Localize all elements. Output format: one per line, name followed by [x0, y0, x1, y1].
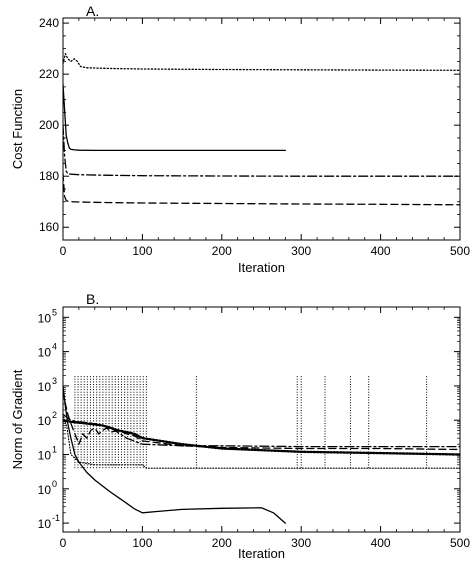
x-tick-label: 400 — [371, 244, 391, 258]
series-line-dashdot — [63, 124, 460, 177]
y-tick-label: 10 — [38, 414, 52, 428]
y-tick-label: 10 — [38, 346, 52, 360]
series-line-dashed — [63, 390, 460, 451]
y-axis-label: Norm of Gradient — [10, 369, 25, 469]
x-tick-label: 100 — [132, 536, 152, 550]
y-tick-exponent: -1 — [52, 513, 60, 523]
y-tick-label: 240 — [39, 16, 59, 30]
x-tick-label: 300 — [291, 536, 311, 550]
series-line-dashed — [63, 173, 460, 206]
x-tick-label: 0 — [60, 536, 67, 550]
series-line-bold-dotted — [63, 419, 460, 456]
x-tick-label: 400 — [371, 536, 391, 550]
x-tick-label: 500 — [450, 244, 470, 258]
y-tick-label: 10 — [38, 311, 52, 325]
series-line-dotted — [63, 53, 460, 71]
panel-title: B. — [86, 291, 99, 307]
y-tick-label: 220 — [39, 67, 59, 81]
x-tick-label: 300 — [291, 244, 311, 258]
x-tick-label: 100 — [132, 244, 152, 258]
series-line-solid — [63, 385, 286, 524]
y-tick-label: 10 — [38, 483, 52, 497]
panel-a-cost-function-chart: 0 100 200 300 400 500 160 180 200 220 240 A. Iterati… — [10, 3, 470, 275]
plot-frame — [62, 306, 461, 533]
series-line-dotted-spiky — [63, 413, 460, 469]
y-tick-label: 200 — [39, 118, 59, 132]
x-tick-label: 200 — [212, 244, 232, 258]
y-tick-label: 180 — [39, 169, 59, 183]
y-tick-exponent: 0 — [52, 479, 57, 489]
x-axis-label: Iteration — [238, 260, 285, 275]
y-tick-exponent: 1 — [52, 445, 57, 455]
plot-frame — [62, 17, 461, 241]
y-tick-exponent: 4 — [52, 342, 57, 352]
y-tick-exponent: 2 — [52, 410, 57, 420]
y-tick-label: 160 — [39, 220, 59, 234]
x-tick-label: 200 — [212, 536, 232, 550]
x-tick-label: 500 — [450, 536, 470, 550]
y-tick-exponent: 5 — [52, 307, 57, 317]
y-tick-label: 10 — [38, 517, 52, 531]
y-tick-label: 10 — [38, 449, 52, 463]
y-tick-label: 10 — [38, 380, 52, 394]
x-tick-label: 0 — [60, 244, 67, 258]
y-axis-label: Cost Function — [10, 89, 25, 169]
x-axis-label: Iteration — [238, 546, 285, 561]
panel-title: A. — [86, 3, 99, 19]
series-line-solid — [63, 83, 286, 152]
y-tick-exponent: 3 — [52, 376, 57, 386]
